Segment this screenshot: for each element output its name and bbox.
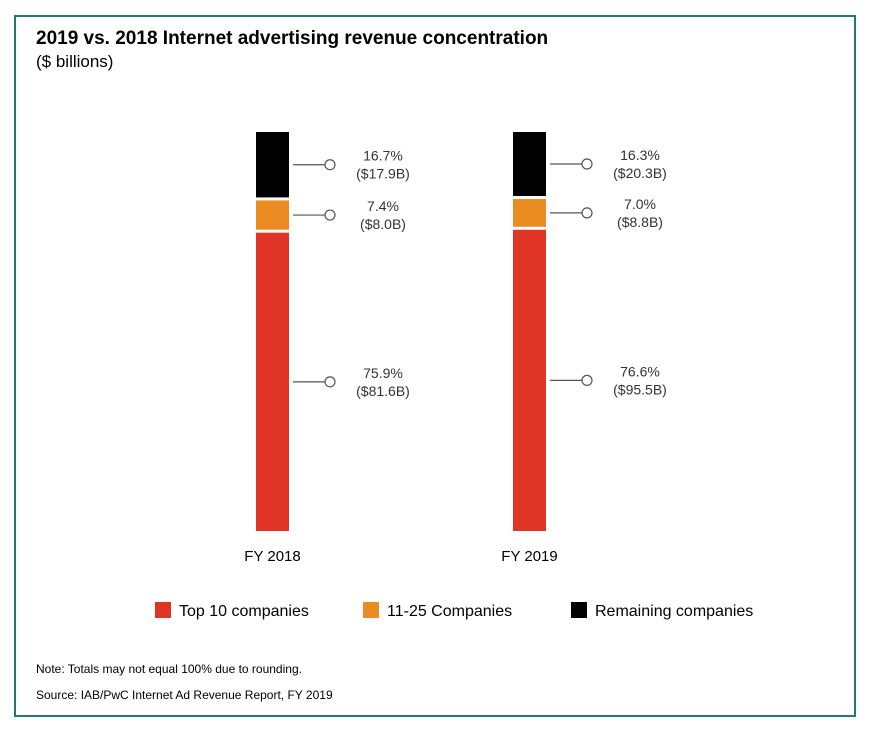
- leader-marker-3-1: [324, 159, 336, 171]
- data-label-value-3-2: ($20.3B): [613, 165, 667, 181]
- category-label-2: FY 2019: [501, 548, 557, 565]
- chart-frame: [14, 15, 856, 717]
- bar-segment-2-1: [256, 200, 289, 230]
- category-label-1: FY 2018: [244, 548, 300, 565]
- legend-label-1: Top 10 companies: [179, 603, 309, 620]
- bar-segment-1-2: [513, 229, 546, 531]
- data-label-value-1-1: ($81.6B): [356, 383, 410, 399]
- legend-swatch-2: [363, 602, 379, 618]
- leader-marker-1-2: [581, 374, 593, 386]
- legend-label-2: 11-25 Companies: [387, 603, 512, 620]
- data-label-percent-2-2: 7.0%: [624, 196, 656, 212]
- leader-marker-2-1: [324, 209, 336, 221]
- leader-marker-3-2: [581, 158, 593, 170]
- bar-segment-3-2: [513, 132, 546, 197]
- bar-segment-3-1: [256, 132, 289, 198]
- data-label-percent-3-1: 16.7%: [363, 148, 403, 164]
- data-label-value-3-1: ($17.9B): [356, 166, 410, 182]
- data-label-value-2-1: ($8.0B): [360, 216, 406, 232]
- data-label-percent-2-1: 7.4%: [367, 198, 399, 214]
- data-label-value-2-2: ($8.8B): [617, 214, 663, 230]
- chart-subtitle: ($ billions): [36, 52, 114, 71]
- bar-segment-2-2: [513, 199, 546, 227]
- data-label-percent-1-2: 76.6%: [620, 363, 660, 379]
- source-note: Source: IAB/PwC Internet Ad Revenue Repo…: [36, 688, 333, 702]
- legend-swatch-1: [155, 602, 171, 618]
- bar-segment-1-1: [256, 232, 289, 531]
- leader-marker-1-1: [324, 376, 336, 388]
- legend-swatch-3: [571, 602, 587, 618]
- data-label-percent-3-2: 16.3%: [620, 147, 660, 163]
- footnote: Note: Totals may not equal 100% due to r…: [36, 662, 302, 676]
- data-label-percent-1-1: 75.9%: [363, 365, 403, 381]
- leader-marker-2-2: [581, 207, 593, 219]
- chart-title: 2019 vs. 2018 Internet advertising reven…: [36, 28, 549, 49]
- data-label-value-1-2: ($95.5B): [613, 381, 667, 397]
- legend-label-3: Remaining companies: [595, 603, 753, 620]
